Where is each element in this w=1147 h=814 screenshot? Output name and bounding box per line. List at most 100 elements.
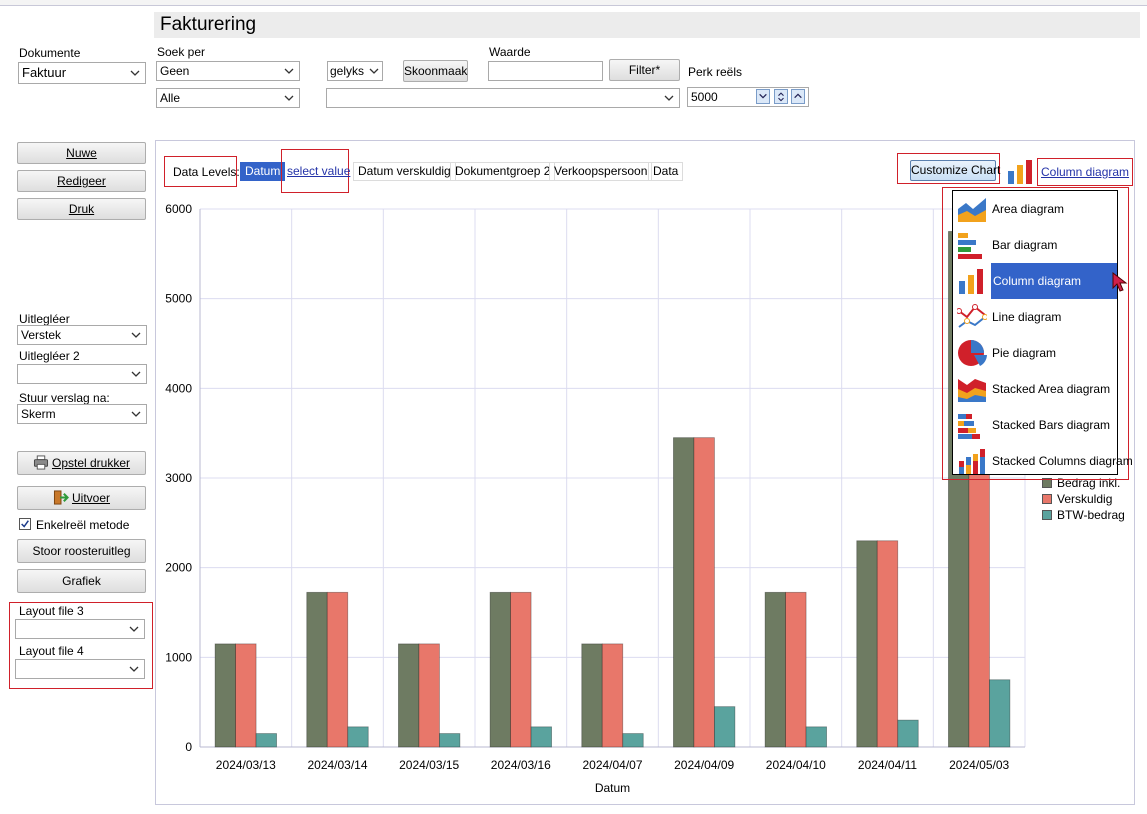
soek-per-value: Geen [160,64,190,78]
x-axis-title: Datum [595,781,630,795]
level-datum[interactable]: Datum [240,162,286,181]
nuwe-button[interactable]: Nuwe [17,142,146,164]
level-dokumentgroep[interactable]: Dokumentgroep 2 [450,162,556,181]
customize-highlight [897,153,1000,184]
line-chart-icon [957,304,987,328]
perk-label: Perk reëls [688,65,743,79]
menu-item-pie[interactable]: Pie diagram [953,335,1117,371]
menu-item-bar[interactable]: Bar diagram [953,227,1117,263]
up-down-icon [778,92,784,102]
dokumente-value: Faktuur [22,65,67,80]
menu-item-stacked-columns[interactable]: Stacked Columns diagram [953,443,1133,479]
legend-item-btw: BTW-bedrag [1042,508,1125,522]
uitvoer-button[interactable]: Uitvoer [17,486,146,510]
chevron-down-icon [284,95,294,101]
bar-btw-bedrag-0 [255,733,277,748]
uitleg2-select[interactable] [17,364,147,384]
stuur-select[interactable]: Skerm [17,404,147,424]
perk-dropdown[interactable] [756,89,770,104]
export-icon [53,490,70,505]
data-levels-label: Data Levels: [173,165,240,179]
menu-item-line[interactable]: Line diagram [953,299,1117,335]
value-select[interactable] [326,88,680,108]
perk-spinner[interactable]: 5000 [687,87,809,107]
bar-verskuldig-4 [601,643,624,748]
chart-type-link[interactable]: Column diagram [1041,165,1130,179]
skoonmaak-button[interactable]: Skoonmaak [403,60,468,82]
bar-chart-icon [958,233,982,259]
column-chart-icon[interactable] [1007,159,1033,185]
druk-button[interactable]: Druk [17,198,146,220]
chevron-down-icon [369,68,379,74]
stuur-label: Stuur verslag na: [19,391,110,405]
opstel-drukker-button[interactable]: Opstel drukker [17,451,146,475]
bar-bedrag-inkl--7 [856,540,878,748]
stoor-button[interactable]: Stoor roosteruitleg [17,539,146,563]
customize-chart-button[interactable]: Customize Chart [910,160,1000,181]
layout-files-highlight [9,602,153,689]
perk-stepper[interactable] [774,89,788,104]
skoonmaak-label: Skoonmaak [404,64,468,78]
bar-verskuldig-0 [235,643,257,748]
menu-item-column[interactable]: Column diagram [953,263,1117,299]
perk-up-button[interactable] [791,89,805,104]
bar-verskuldig-5 [693,437,715,748]
y-tick-label: 5000 [165,292,192,306]
x-tick-label: 2024/04/11 [858,758,917,772]
printer-icon [33,455,49,470]
level-verkoopspersoon[interactable]: Verkoopspersoon [549,162,653,181]
bar-btw-bedrag-8 [989,679,1011,748]
chevron-down-icon [131,411,141,417]
bar-bedrag-inkl--6 [764,591,786,748]
bar-btw-bedrag-5 [714,706,736,748]
opstel-drukker-label: Opstel drukker [51,456,131,470]
layout3-label: Layout file 3 [19,604,84,618]
layout4-select[interactable] [15,659,145,679]
menu-item-stacked-area[interactable]: Stacked Area diagram [953,371,1117,407]
enkel-checkbox[interactable] [19,518,31,530]
dokumente-select[interactable]: Faktuur [18,62,146,84]
menu-item-area[interactable]: Area diagram [953,191,1117,227]
chevron-down-icon [759,93,767,99]
bar-verskuldig-7 [876,540,899,748]
chart-type-menu: Area diagram Bar diagram Column diagram … [952,190,1133,475]
top-strip [0,0,1147,6]
customize-chart-label: Customize Chart [911,163,1001,177]
bar-bedrag-inkl--4 [581,643,603,748]
soek-per-select[interactable]: Geen [156,61,300,81]
soek-per-select-2[interactable]: Alle [156,88,300,108]
x-tick-label: 2024/03/16 [491,758,551,772]
stoor-label: Stoor roosteruitleg [32,544,131,558]
chevron-down-icon [284,68,294,74]
stacked-bars-chart-icon [958,414,980,439]
bar-btw-bedrag-7 [897,719,919,748]
enkel-label: Enkelreël metode [36,518,130,532]
level-data[interactable]: Data [648,162,684,181]
y-tick-label: 4000 [165,381,192,395]
redigeer-button[interactable]: Redigeer [17,170,146,192]
grafiek-button[interactable]: Grafiek [17,569,146,593]
page-title: Fakturering [160,14,257,35]
bar-bedrag-inkl--3 [489,591,511,748]
level-select-value[interactable]: select value [287,164,351,178]
level-datum-verskuldig[interactable]: Datum verskuldig [353,162,456,181]
waarde-input[interactable] [488,61,603,81]
chevron-down-icon [131,332,141,338]
menu-item-stacked-bars[interactable]: Stacked Bars diagram [953,407,1117,443]
menu-label: Stacked Bars diagram [992,418,1111,432]
check-icon [21,520,29,528]
legend-swatch [1042,478,1052,488]
layout3-select[interactable] [15,619,145,639]
chevron-down-icon [129,626,139,632]
pie-chart-icon [958,340,987,366]
stacked-area-chart-icon [958,379,986,402]
area-chart-icon [958,198,986,222]
operator-select[interactable]: gelyks [327,61,383,81]
uitleg-select[interactable]: Verstek [17,325,147,345]
bar-btw-bedrag-3 [530,726,552,748]
legend-swatch [1042,494,1052,504]
filter-button[interactable]: Filter* [609,59,680,81]
bar-bedrag-inkl--2 [398,643,420,748]
x-tick-label: 2024/03/15 [399,758,459,772]
menu-label: Line diagram [992,310,1062,324]
